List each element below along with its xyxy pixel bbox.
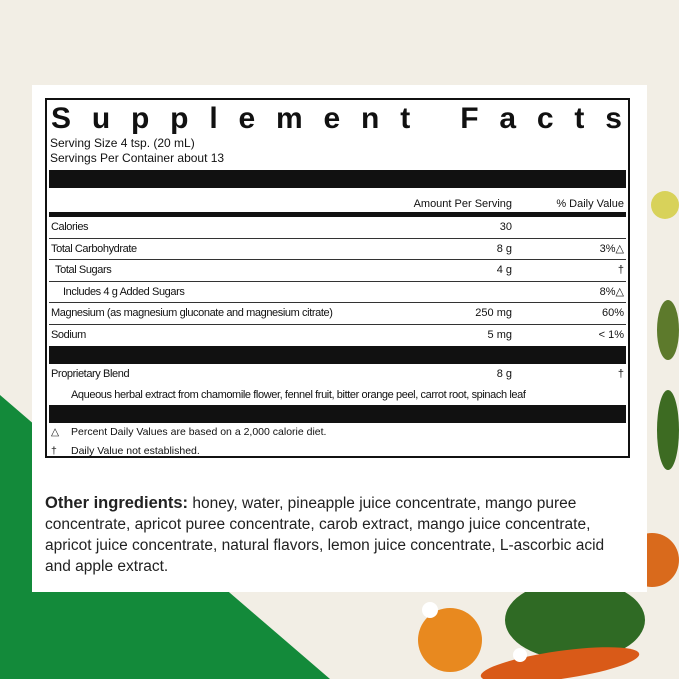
footnote-symbol: † (51, 445, 57, 457)
header-dv: % Daily Value (556, 198, 624, 210)
footnote: † Daily Value not established. (47, 442, 628, 461)
title-letter (431, 102, 439, 136)
blend-name: Proprietary Blend (51, 368, 130, 380)
servings-per-container: Servings Per Container about 13 (50, 151, 225, 165)
nutrient-name: Sodium (51, 328, 86, 341)
nutrient-row: Total Carbohydrate 8 g 3%△ (49, 239, 626, 260)
nutrient-name: Calories (51, 221, 89, 233)
nutrient-row: Total Sugars 4 g † (49, 260, 626, 282)
divider-bar (49, 405, 626, 423)
nutrient-amount: 30 (499, 221, 512, 233)
title-letter: u (91, 102, 111, 135)
other-ingredients-text: honey, water, pineapple juice concentrat… (45, 495, 605, 575)
title-letter: t (400, 102, 411, 135)
title-letter: t (574, 102, 585, 135)
title-letter: S (51, 102, 72, 135)
nutrient-amount: 8 g (496, 242, 512, 255)
blend-description: Aqueous herbal extract from chamomile fl… (71, 388, 526, 401)
title-letter: a (499, 102, 517, 135)
nutrient-dv: 60% (601, 307, 624, 319)
nutrient-name: Total Sugars (55, 264, 112, 276)
blend-dv: † (617, 368, 624, 380)
other-ingredients: Other ingredients: honey, water, pineapp… (45, 493, 620, 577)
title-letter: m (276, 102, 303, 135)
title-letter: F (460, 102, 479, 135)
other-ingredients-heading: Other ingredients: (45, 494, 189, 512)
nutrient-row: Includes 4 g Added Sugars 8%△ (49, 282, 626, 303)
footnote-symbol: △ (51, 426, 60, 438)
title-letter: p (170, 102, 189, 135)
nutrient-dv: < 1% (598, 328, 624, 341)
nutrient-row: Magnesium (as magnesium gluconate and ma… (49, 303, 626, 325)
nutrient-row: Calories 30 (49, 217, 626, 239)
blend-amount: 8 g (496, 368, 512, 380)
header-row: Amount Per Serving % Daily Value (49, 188, 626, 217)
nutrient-amount: 5 mg (487, 328, 512, 341)
divider-bar (49, 346, 626, 364)
nutrient-name: Total Carbohydrate (51, 242, 137, 255)
header-amount: Amount Per Serving (413, 198, 512, 210)
nutrient-dv: 8%△ (599, 285, 624, 298)
nutrient-amount: 250 mg (475, 307, 512, 319)
serving-size: Serving Size 4 tsp. (20 mL) (50, 136, 195, 150)
nutrient-row: Sodium 5 mg < 1% (49, 325, 626, 346)
title-letter: n (361, 102, 380, 135)
nutrient-dv: † (617, 264, 624, 276)
title-letter: p (131, 102, 150, 135)
blend-description-row: Aqueous herbal extract from chamomile fl… (49, 385, 626, 406)
nutrient-dv: 3%△ (599, 242, 624, 255)
title-letter: l (209, 102, 218, 135)
title-letter: e (323, 102, 341, 135)
footnote-text: Daily Value not established. (71, 445, 200, 457)
footnote: △ Percent Daily Values are based on a 2,0… (47, 423, 628, 442)
blend-row: Proprietary Blend 8 g † (49, 364, 626, 385)
nutrient-name: Includes 4 g Added Sugars (63, 285, 185, 298)
vegetable-illustration (418, 191, 679, 679)
nutrient-amount: 4 g (496, 264, 512, 276)
title-letter: e (238, 102, 256, 135)
footnote-text: Percent Daily Values are based on a 2,00… (71, 426, 327, 438)
divider-bar (49, 170, 626, 188)
title-letter: s (605, 102, 622, 135)
nutrient-name: Magnesium (as magnesium gluconate and ma… (51, 307, 333, 319)
title-letter: c (536, 102, 554, 135)
